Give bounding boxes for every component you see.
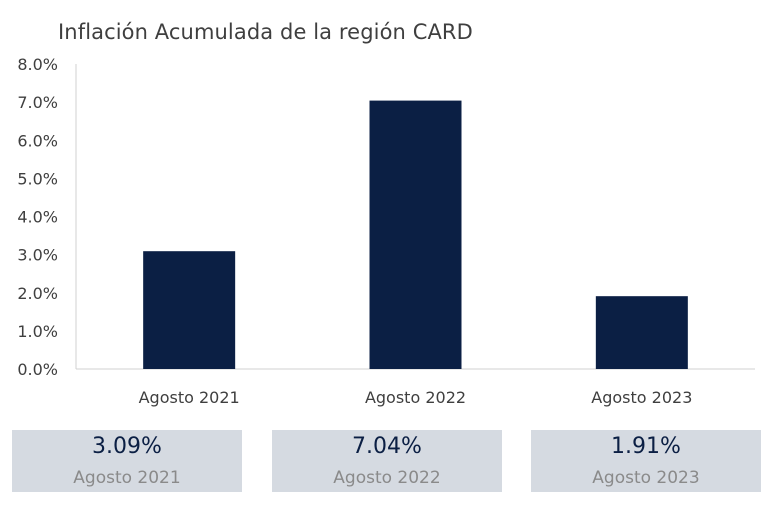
y-tick-label: 8.0% [17, 55, 58, 74]
x-tick-label: Agosto 2022 [365, 388, 466, 407]
summary-card-2022: 7.04% Agosto 2022 [272, 430, 502, 492]
y-tick-label: 0.0% [17, 360, 58, 379]
y-tick-label: 3.0% [17, 246, 58, 265]
card-value: 7.04% [352, 434, 422, 459]
card-label: Agosto 2022 [333, 468, 441, 488]
card-label: Agosto 2021 [73, 468, 181, 488]
x-tick-label: Agosto 2023 [591, 388, 692, 407]
x-tick-label: Agosto 2021 [139, 388, 240, 407]
y-tick-label: 4.0% [17, 208, 58, 227]
chart-title: Inflación Acumulada de la región CARD [58, 20, 473, 44]
bar [369, 100, 462, 369]
y-tick-label: 5.0% [17, 169, 58, 188]
card-value: 1.91% [611, 434, 681, 459]
card-label: Agosto 2023 [592, 468, 700, 488]
y-tick-label: 7.0% [17, 93, 58, 112]
y-tick-label: 6.0% [17, 131, 58, 150]
bar [595, 296, 688, 369]
card-value: 3.09% [92, 434, 162, 459]
y-tick-label: 2.0% [17, 284, 58, 303]
y-tick-label: 1.0% [17, 322, 58, 341]
bar-chart: 0.0% 1.0% 2.0% 3.0% 4.0% 5.0% 6.0% 7.0% 8.0% Agos… [17, 55, 755, 407]
summary-card-2021: 3.09% Agosto 2021 [12, 430, 242, 492]
summary-card-2023: 1.91% Agosto 2023 [531, 430, 761, 492]
bar [143, 251, 236, 369]
